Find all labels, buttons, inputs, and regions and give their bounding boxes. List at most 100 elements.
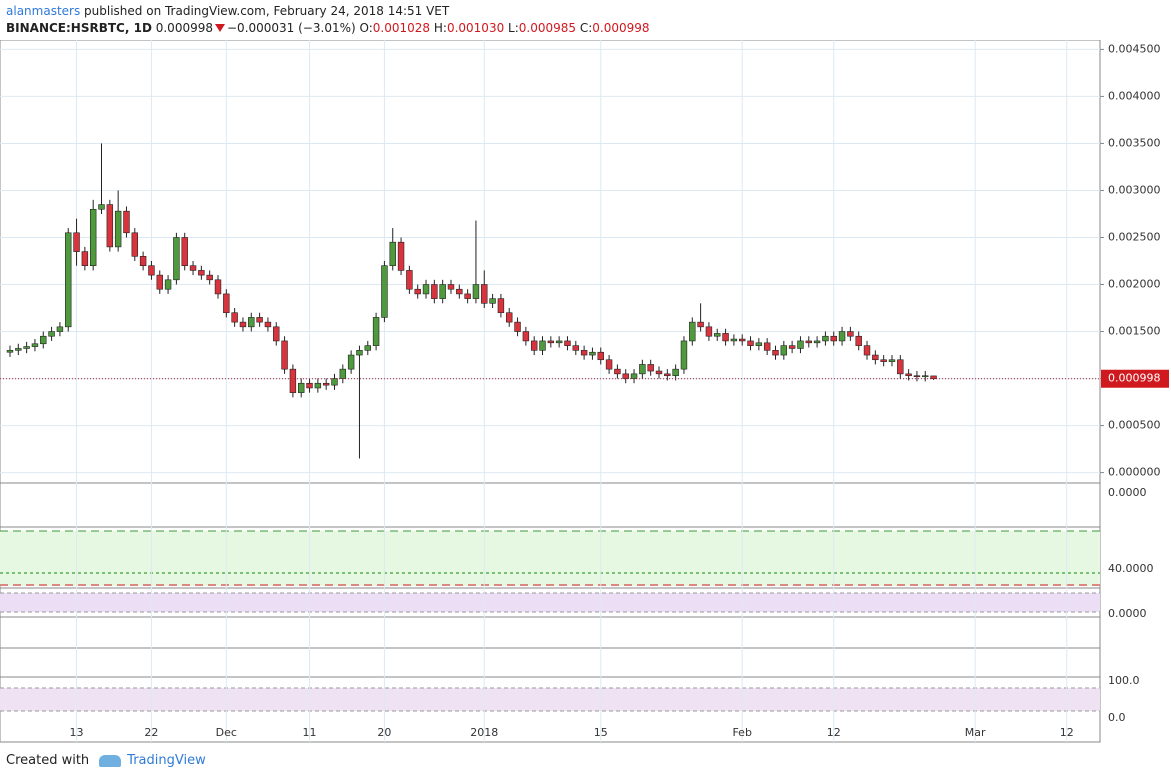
candle-body [738, 338, 746, 342]
symbol-line: BINANCE:HSRBTC, 1D 0.000998 −0.000031 (−3… [6, 21, 650, 35]
candle-body [422, 284, 430, 295]
candle-body [772, 350, 779, 356]
brand[interactable]: TradingView [127, 753, 206, 768]
x-tick-label: 22 [144, 726, 158, 739]
candle-body [48, 331, 55, 337]
candle-body [356, 350, 363, 356]
candle-body [722, 333, 729, 342]
y-tick-label: 0.004500 [1108, 42, 1161, 55]
candle-body [281, 340, 288, 370]
candle-body [231, 312, 238, 323]
candle-body [489, 298, 496, 304]
candle-body [15, 348, 22, 351]
x-tick-label: Mar [965, 726, 986, 739]
candle-body [264, 321, 272, 328]
candle-body [572, 345, 580, 351]
candle-body [198, 270, 205, 276]
candle-body [539, 340, 546, 351]
candle-body [506, 312, 513, 323]
pane-label: 0.0000 [1108, 607, 1147, 620]
pane-label: 0.0 [1108, 711, 1126, 724]
created: Created with [6, 753, 90, 768]
candle-body [6, 350, 14, 353]
x-tick-label: 11 [303, 726, 317, 739]
candle-body [322, 382, 330, 386]
h-label: H: [433, 21, 447, 35]
x-tick-label: Dec [216, 726, 237, 739]
candle-body [464, 293, 471, 299]
change: −0.000031 (−3.01%) [227, 21, 356, 35]
y-tick-label: 0.000000 [1108, 466, 1161, 479]
candle-body [763, 342, 771, 351]
candle-body [838, 331, 846, 342]
candle-body [664, 373, 671, 377]
y-tick-label: 0.004000 [1108, 89, 1161, 102]
candle-body [797, 340, 804, 349]
candle-body [347, 354, 355, 370]
candle-body [73, 232, 80, 252]
candle-body [589, 351, 596, 356]
pane-label: 40.0000 [1108, 562, 1154, 575]
axis-labels: 0.0000000.0005000.0010000.0015000.002000… [70, 42, 1169, 739]
candle-body [431, 284, 438, 299]
pane-label: 100.0 [1108, 674, 1140, 687]
x-tick-label: 13 [70, 726, 84, 739]
candle-body [564, 340, 571, 346]
candle-body [223, 293, 230, 314]
candle-body [397, 241, 405, 271]
y-tick-label: 0.002500 [1108, 230, 1161, 243]
open: 0.001028 [372, 21, 431, 35]
o-label: O: [359, 21, 373, 35]
candle-body [605, 359, 613, 370]
candle-body [406, 270, 413, 290]
x-tick-label: 12 [1060, 726, 1074, 739]
candle-body [181, 237, 188, 267]
candle-body [339, 368, 347, 379]
c-label: C: [579, 21, 593, 35]
candle-body [630, 373, 638, 379]
y-tick-label: 0.000500 [1108, 419, 1161, 432]
pane-bg [0, 688, 1100, 711]
logo [99, 754, 122, 767]
candle-body [372, 317, 380, 346]
candle-body [439, 284, 446, 299]
x-tick-label: Feb [732, 726, 751, 739]
published: published on TradingView.com, February 2… [84, 4, 450, 18]
candle-body [747, 340, 754, 346]
candle-body [522, 331, 530, 342]
candle-body [639, 364, 646, 375]
candles [0, 143, 1100, 459]
candle-body [173, 237, 180, 281]
x-tick-label: 20 [377, 726, 391, 739]
candle-body [872, 354, 879, 361]
candle-body [123, 210, 130, 234]
candle-body [755, 342, 763, 346]
author[interactable]: alanmasters [6, 4, 81, 18]
x-tick-label: 2018 [470, 726, 498, 739]
down-arrow [215, 24, 225, 32]
candle-body [239, 321, 247, 328]
candle-body [647, 364, 654, 372]
candle-body [813, 340, 821, 344]
close: 0.000998 [592, 21, 650, 35]
candle-body [40, 335, 47, 345]
candle-body [81, 251, 89, 267]
candle-body [730, 338, 738, 342]
candle-body [672, 368, 679, 377]
candle-body [364, 345, 371, 351]
pane-bg [0, 531, 1100, 586]
x-tick-label: 12 [827, 726, 841, 739]
candle-body [414, 288, 421, 295]
candle-body [888, 359, 896, 362]
last-price-tag [1101, 369, 1169, 388]
candle-body [622, 373, 629, 379]
candle-body [131, 232, 139, 257]
candle-body [273, 326, 280, 342]
high: 0.001030 [446, 21, 505, 35]
candle-body [106, 204, 114, 248]
candle-body [248, 317, 255, 328]
candle-body [256, 317, 263, 323]
candle-body [139, 255, 147, 267]
pane-label: 0.0000 [1108, 486, 1147, 499]
candle-body [189, 265, 197, 271]
